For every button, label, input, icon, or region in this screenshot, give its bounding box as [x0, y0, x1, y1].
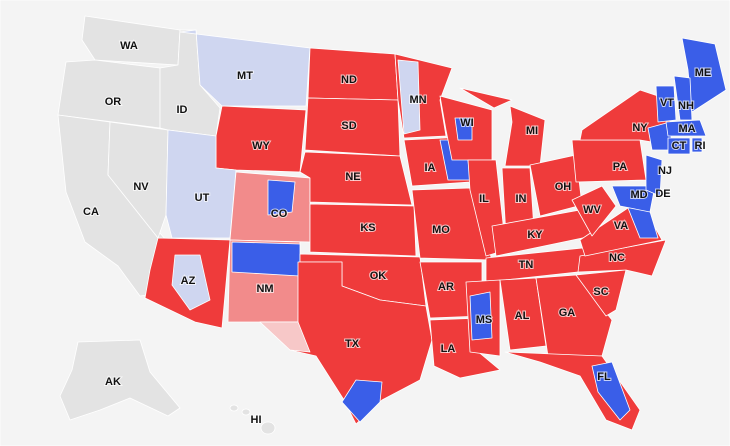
- district-shape: [259, 321, 311, 353]
- state-shape: [309, 203, 417, 257]
- state-label: MA: [678, 123, 695, 135]
- state-label: MT: [237, 70, 253, 82]
- district-shape: [591, 361, 631, 421]
- state-label: NV: [133, 181, 149, 193]
- state-label: VT: [660, 97, 674, 109]
- state-label: LA: [441, 343, 456, 355]
- district-shape: [267, 179, 296, 216]
- state-label: CO: [271, 208, 288, 220]
- state-shape: [241, 408, 251, 416]
- state-shape: [667, 137, 691, 155]
- state-label: KS: [360, 222, 375, 234]
- state-shape: [681, 37, 727, 113]
- state-label: OH: [555, 181, 572, 193]
- state-label: SC: [593, 286, 608, 298]
- state-shape: [504, 105, 546, 167]
- state-label: VA: [614, 220, 629, 232]
- state-label: NH: [678, 100, 694, 112]
- state-shape: [499, 277, 547, 351]
- state-label: CA: [83, 206, 99, 218]
- state-label: CT: [672, 140, 687, 152]
- state-label: UT: [195, 192, 210, 204]
- state-label: ME: [695, 67, 712, 79]
- state-label: ND: [341, 74, 357, 86]
- state-shape: [577, 239, 667, 277]
- state-shape: [655, 85, 677, 123]
- district-shape: [341, 379, 383, 423]
- state-label: MO: [432, 224, 450, 236]
- state-label: OK: [370, 270, 387, 282]
- state-shape: [107, 121, 169, 239]
- state-label: MS: [476, 314, 493, 326]
- state-label: IL: [479, 193, 489, 205]
- state-label: TX: [345, 338, 360, 350]
- district-shape: [171, 254, 211, 311]
- state-shape: [299, 151, 413, 206]
- state-label: WI: [460, 117, 473, 129]
- state-shape: [665, 119, 707, 137]
- state-shape: [575, 269, 627, 317]
- state-label: WA: [120, 40, 138, 52]
- state-label: NC: [609, 252, 625, 264]
- state-shape: [673, 75, 693, 121]
- state-label: KY: [527, 229, 543, 241]
- state-label: ID: [177, 104, 188, 116]
- state-label: IN: [516, 193, 527, 205]
- state-label: MI: [526, 125, 538, 137]
- state-labels: WA MT ND MN ME VT NH OR ID WI MI NY MA WY SD CT RI PA NJ IA…: [82, 39, 712, 427]
- state-label: RI: [695, 140, 706, 152]
- states: [57, 15, 727, 435]
- state-label: NE: [345, 171, 360, 183]
- state-label: NM: [256, 283, 273, 295]
- district-shape: [469, 291, 493, 341]
- state-shape: [611, 185, 656, 213]
- state-label: TN: [519, 259, 534, 271]
- state-shape: [459, 87, 513, 109]
- state-shape: [260, 421, 276, 435]
- state-shape: [571, 185, 617, 237]
- state-label: HI: [251, 414, 262, 426]
- state-shape: [59, 339, 181, 421]
- district-shape: [397, 59, 421, 135]
- state-label: FL: [597, 371, 611, 383]
- state-shape: [571, 139, 647, 183]
- district-shape: [231, 241, 301, 277]
- state-shape: [229, 404, 239, 412]
- state-shape: [645, 154, 663, 197]
- state-label: GA: [559, 307, 576, 319]
- state-label: PA: [613, 161, 628, 173]
- state-label: WV: [583, 204, 601, 216]
- district-shape: [454, 117, 473, 141]
- state-shape: [81, 15, 181, 66]
- state-label: SD: [341, 120, 356, 132]
- state-label: AZ: [181, 275, 196, 287]
- state-label: MN: [409, 94, 426, 106]
- state-shape: [535, 274, 613, 357]
- state-label: DE: [655, 188, 670, 200]
- state-label: IA: [425, 162, 436, 174]
- state-label: OR: [105, 96, 122, 108]
- state-label: AR: [438, 281, 454, 293]
- state-label: MD: [630, 189, 647, 201]
- state-label: WY: [252, 140, 270, 152]
- state-shape: [691, 137, 703, 153]
- state-label: AK: [105, 376, 121, 388]
- state-label: NY: [632, 122, 648, 134]
- state-label: NJ: [658, 165, 672, 177]
- state-label: AL: [515, 310, 530, 322]
